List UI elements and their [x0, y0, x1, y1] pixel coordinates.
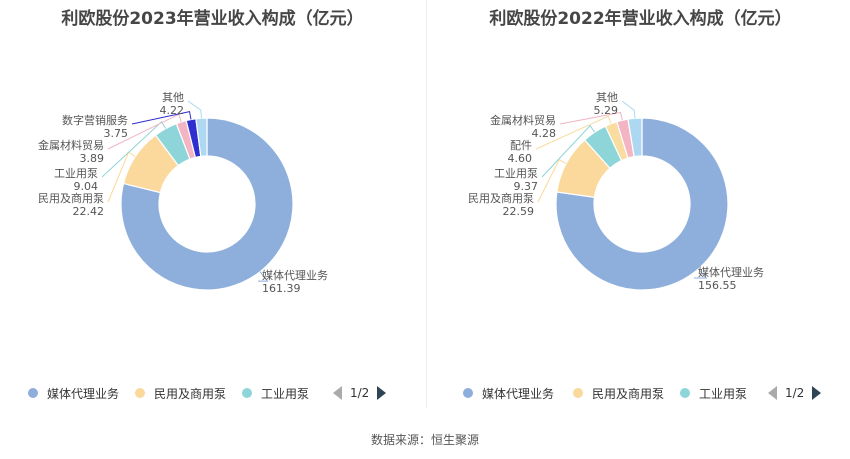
label-leader-line [131, 111, 192, 125]
slice-name-label: 民用及商用泵 [38, 191, 104, 205]
slice-value-label: 5.29 [594, 104, 619, 117]
chart-panel-2023: 利欧股份2023年营业收入构成（亿元） 媒体代理业务 161.39 民用及商用泵 22… [0, 0, 425, 410]
legend-pager: 1/2 [333, 384, 387, 402]
legend-dot-icon [680, 388, 690, 398]
legend-page-indicator: 1/2 [785, 386, 805, 400]
legend-dot-icon [28, 388, 38, 398]
legend-dot-icon [573, 388, 583, 398]
slice-value-label: 9.04 [74, 180, 99, 193]
slice-value-label: 22.59 [503, 205, 535, 218]
slice-value-label: 3.75 [104, 127, 129, 140]
slice-value-label: 4.22 [160, 104, 185, 117]
slice-value-label: 4.28 [532, 127, 557, 140]
slice-name-label: 媒体代理业务 [262, 268, 328, 282]
label-leader-line [258, 271, 269, 282]
legend-dot-icon [135, 388, 145, 398]
donut-slice[interactable] [195, 117, 208, 158]
legend-item-civil-pump[interactable]: 民用及商用泵 [135, 384, 226, 402]
slice-name-label: 金属材料贸易 [38, 138, 104, 152]
slice-name-label: 其他 [596, 91, 618, 104]
legend-item-industrial-pump[interactable]: 工业用泵 [680, 384, 747, 402]
chart-title-2022: 利欧股份2022年营业收入构成（亿元） [489, 9, 792, 29]
slice-value-label: 161.39 [262, 282, 301, 295]
legend-dot-icon [242, 388, 252, 398]
legend-label: 民用及商用泵 [154, 386, 227, 401]
label-leader-line [694, 268, 708, 279]
legend-label: 媒体代理业务 [482, 386, 555, 401]
legend-2023: 媒体代理业务 民用及商用泵 工业用泵 1/2 [0, 384, 425, 404]
legend-item-industrial-pump[interactable]: 工业用泵 [242, 384, 309, 402]
slice-name-label: 媒体代理业务 [698, 265, 764, 279]
panel-divider [426, 0, 427, 408]
legend-page-indicator: 1/2 [350, 386, 370, 400]
data-source-note: 数据来源：恒生聚源 [370, 433, 479, 447]
legend-pager: 1/2 [768, 384, 822, 402]
slice-name-label: 民用及商用泵 [468, 191, 534, 205]
donut-slice[interactable] [627, 117, 643, 158]
donut-slice[interactable] [555, 117, 729, 291]
label-leader-line [559, 111, 623, 125]
legend-prev-icon[interactable] [768, 386, 777, 400]
label-leader-line [101, 120, 166, 178]
slice-value-label: 3.89 [80, 152, 105, 165]
legend-item-civil-pump[interactable]: 民用及商用泵 [573, 384, 664, 402]
slice-name-label: 其他 [162, 91, 184, 104]
slice-name-label: 工业用泵 [494, 167, 538, 180]
legend-label: 工业用泵 [699, 386, 748, 401]
chart-panel-2022: 利欧股份2022年营业收入构成（亿元） 媒体代理业务 156.55 民用及商用泵 22… [428, 0, 850, 410]
slice-value-label: 4.60 [508, 152, 533, 165]
slice-value-label: 22.42 [73, 205, 105, 218]
legend-2022: 媒体代理业务 民用及商用泵 工业用泵 1/2 [428, 384, 850, 404]
chart-title-2023: 利欧股份2023年营业收入构成（亿元） [61, 9, 364, 29]
label-leader-line [621, 100, 636, 119]
slice-name-label: 金属材料贸易 [490, 113, 556, 127]
legend-label: 媒体代理业务 [47, 386, 120, 401]
legend-next-icon[interactable] [812, 386, 822, 400]
slice-value-label: 9.37 [514, 180, 539, 193]
legend-item-media[interactable]: 媒体代理业务 [463, 384, 554, 402]
slice-value-label: 156.55 [698, 279, 737, 292]
donut-slice[interactable] [120, 117, 294, 291]
slice-name-label: 工业用泵 [54, 167, 98, 180]
label-leader-line [537, 159, 567, 203]
label-leader-line [541, 124, 595, 178]
legend-label: 民用及商用泵 [592, 386, 665, 401]
legend-item-media[interactable]: 媒体代理业务 [28, 384, 119, 402]
legend-prev-icon[interactable] [333, 386, 342, 400]
legend-dot-icon [463, 388, 473, 398]
label-leader-line [187, 100, 202, 119]
slice-name-label: 配件 [510, 139, 532, 152]
legend-next-icon[interactable] [377, 386, 387, 400]
label-leader-line [535, 115, 612, 150]
slice-name-label: 数字营销服务 [62, 113, 128, 127]
legend-label: 工业用泵 [261, 386, 310, 401]
